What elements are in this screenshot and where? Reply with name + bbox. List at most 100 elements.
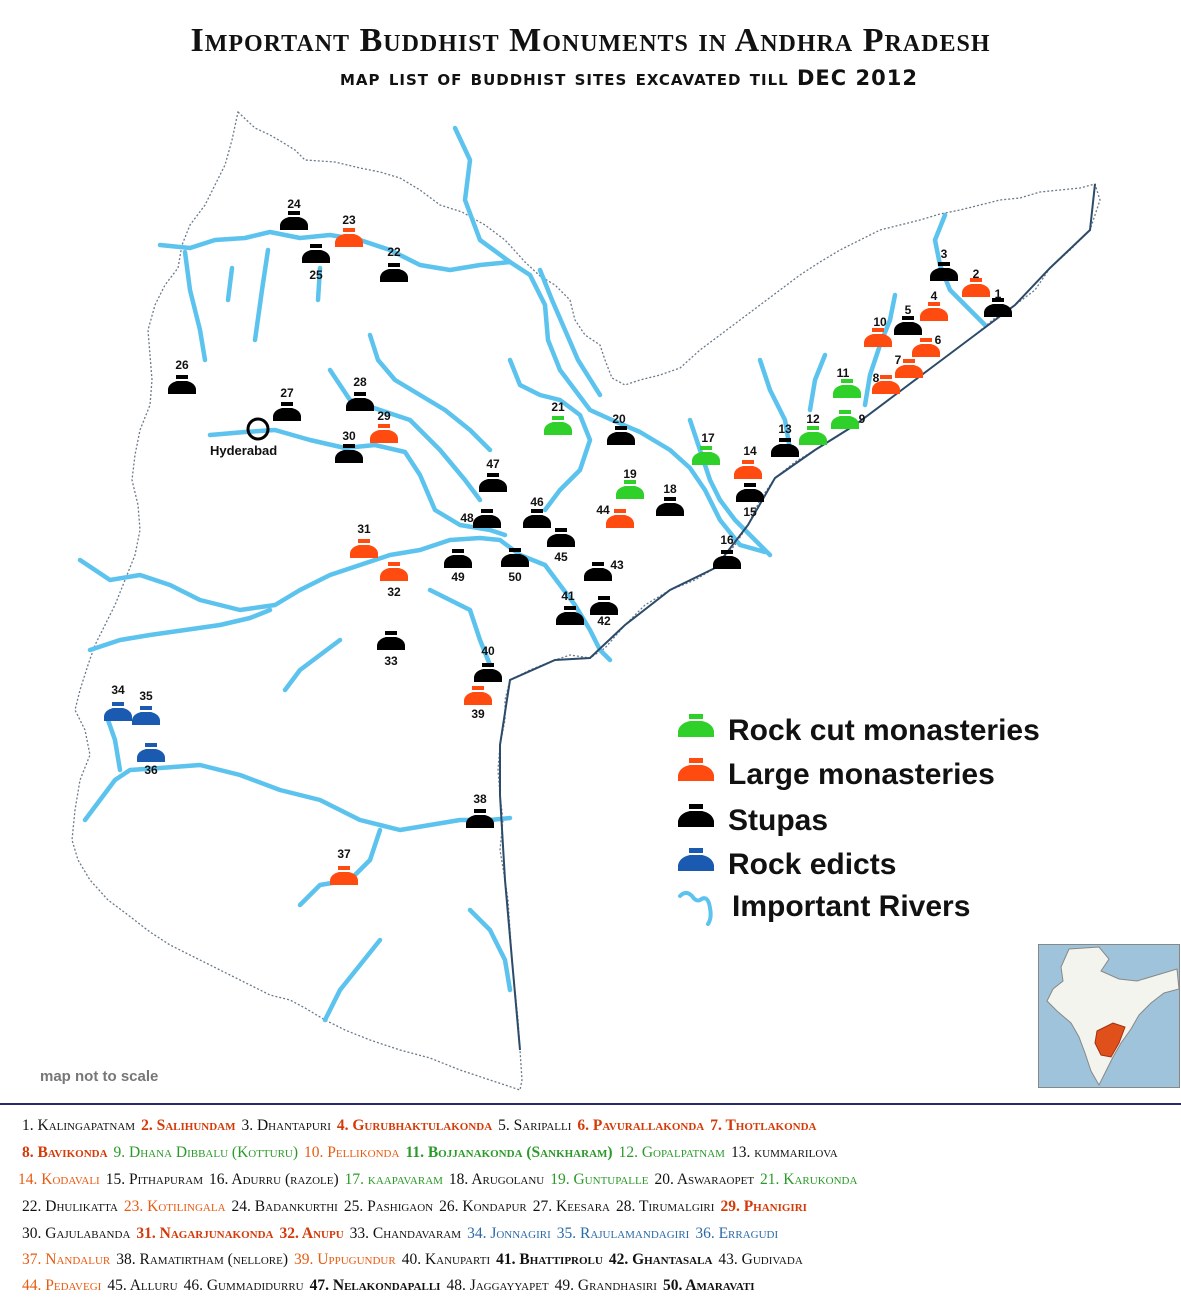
stupa-icon <box>474 663 502 682</box>
monastery-icon <box>350 539 378 558</box>
map-subtitle: map list of buddhist sites excavated til… <box>340 66 918 90</box>
site-list-entry: 8. Bavikonda <box>22 1144 108 1161</box>
site-list-entry: 33. Chandavaram <box>349 1225 462 1242</box>
site-marker-47: 47 <box>479 457 507 492</box>
river-sarada <box>807 352 828 413</box>
site-list-entry: 47. Nelakondapalli <box>309 1277 441 1294</box>
map-title: Important Buddhist Monuments in Andhra P… <box>190 22 991 59</box>
coastline <box>499 183 1096 1051</box>
site-list-entry: 12. Gopalpatnam <box>618 1144 725 1161</box>
site-number-label: 16 <box>720 533 734 547</box>
site-list-entry: 22. Dhulikatta <box>22 1198 118 1215</box>
site-number-label: 39 <box>471 707 485 721</box>
site-markers: 1234567891011121314151617181920212223242… <box>104 197 1012 885</box>
site-number-label: 25 <box>309 268 323 282</box>
stupa-icon <box>273 402 301 421</box>
site-number-label: 36 <box>144 763 158 777</box>
site-number-label: 2 <box>973 267 980 281</box>
site-list-entry: 34. Jonnagiri <box>467 1225 551 1242</box>
site-list-entry: 19. Guntupalle <box>550 1171 649 1188</box>
site-marker-12: 12 <box>799 412 827 445</box>
site-number-label: 4 <box>931 289 938 303</box>
site-number-label: 24 <box>287 197 301 211</box>
site-list-entry: 2. Salihundam <box>141 1117 236 1134</box>
river-pennar-b <box>105 717 123 773</box>
site-marker-20: 20 <box>607 412 635 445</box>
site-marker-3: 3 <box>930 247 958 281</box>
stupa-icon <box>380 263 408 282</box>
site-number-label: 49 <box>451 570 465 584</box>
rock-edict-icon <box>104 702 132 721</box>
site-number-label: 8 <box>873 371 880 385</box>
site-marker-31: 31 <box>350 522 378 558</box>
site-list-entry: 30. Gajulabanda <box>22 1225 131 1242</box>
site-number-label: 30 <box>342 429 356 443</box>
stupa-icon <box>479 473 507 492</box>
stupa-icon <box>556 606 584 625</box>
site-marker-26: 26 <box>168 358 196 394</box>
site-list-entry: 28. Tirumalgiri <box>616 1198 715 1215</box>
river-swarnamukhi <box>467 907 513 993</box>
site-list-entry: 23. Kotilingala <box>123 1198 226 1215</box>
site-list-entry: 27. Keesara <box>532 1198 610 1215</box>
site-marker-29: 29 <box>370 409 398 443</box>
site-number-label: 10 <box>873 315 887 329</box>
rock-edict-icon <box>678 848 714 871</box>
river-sabari <box>757 357 793 453</box>
site-list-entry: 31. Nagarjunakonda <box>136 1225 274 1242</box>
monastery-icon <box>864 328 892 347</box>
monastery-icon <box>833 379 861 398</box>
site-number-label: 11 <box>837 366 850 380</box>
monastery-icon <box>962 278 990 297</box>
site-marker-25: 25 <box>302 244 330 282</box>
site-marker-32: 32 <box>380 562 408 599</box>
site-marker-41: 41 <box>556 589 584 625</box>
site-marker-27: 27 <box>273 386 301 421</box>
site-number-label: 19 <box>623 467 637 481</box>
site-list-entry: 7. Thotlakonda <box>710 1117 817 1134</box>
stupa-icon <box>501 548 529 567</box>
monastery-icon <box>692 446 720 465</box>
site-marker-11: 11 <box>833 366 861 398</box>
site-number-label: 27 <box>280 386 294 400</box>
site-number-label: 38 <box>473 792 487 806</box>
river-icon <box>678 891 713 926</box>
site-marker-18: 18 <box>656 482 684 516</box>
river-godavari-north <box>452 125 513 265</box>
monastery-icon <box>920 302 948 321</box>
stupa-icon <box>280 211 308 230</box>
site-marker-28: 28 <box>346 375 374 411</box>
monastery-icon <box>616 480 644 499</box>
site-number-label: 21 <box>551 400 565 414</box>
monastery-icon <box>544 416 572 435</box>
site-number-label: 13 <box>778 422 792 436</box>
site-marker-37: 37 <box>330 847 358 885</box>
river-krishna <box>77 535 613 663</box>
hyderabad-marker <box>246 417 270 441</box>
site-number-label: 31 <box>357 522 371 536</box>
site-number-label: 50 <box>508 570 522 584</box>
legend-label-stupa: Stupas <box>728 804 829 837</box>
legend-label-rivers: Important Rivers <box>732 890 971 923</box>
site-list-entry: 11. Bojjanakonda (Sankharam) <box>405 1144 613 1161</box>
stupa-icon <box>771 438 799 457</box>
site-list-entry: 14. Kodavali <box>18 1171 100 1188</box>
site-list-entry: 9. Dhana Dibbalu (Kotturu) <box>113 1144 299 1161</box>
site-list-entry: 42. Ghantasala <box>608 1251 713 1268</box>
site-list-entry: 1. Kalingapatnam <box>22 1117 136 1134</box>
india-outline <box>1046 946 1179 1087</box>
site-list-entry: 3. Dhantapuri <box>241 1117 331 1134</box>
river-godavari <box>157 229 768 555</box>
site-list-entry: 36. Erragudi <box>695 1225 779 1242</box>
site-list-entry: 4. Gurubhaktulakonda <box>336 1117 493 1134</box>
site-marker-13: 13 <box>771 422 799 457</box>
site-number-label: 32 <box>387 585 401 599</box>
site-list-row: 14. Kodavali 15. Pithapuram 16. Adurru (ra… <box>18 1171 863 1189</box>
site-list-row: 22. Dhulikatta 23. Kotilingala 24. Badanku… <box>22 1198 813 1216</box>
site-list-entry: 16. Adurru (razole) <box>208 1171 339 1188</box>
site-number-label: 15 <box>743 505 757 519</box>
site-marker-49: 49 <box>444 549 472 584</box>
site-list-row: 1. Kalingapatnam 2. Salihundam 3. Dhantapu… <box>22 1117 822 1135</box>
monastery-icon <box>370 424 398 443</box>
site-number-label: 45 <box>554 550 568 564</box>
